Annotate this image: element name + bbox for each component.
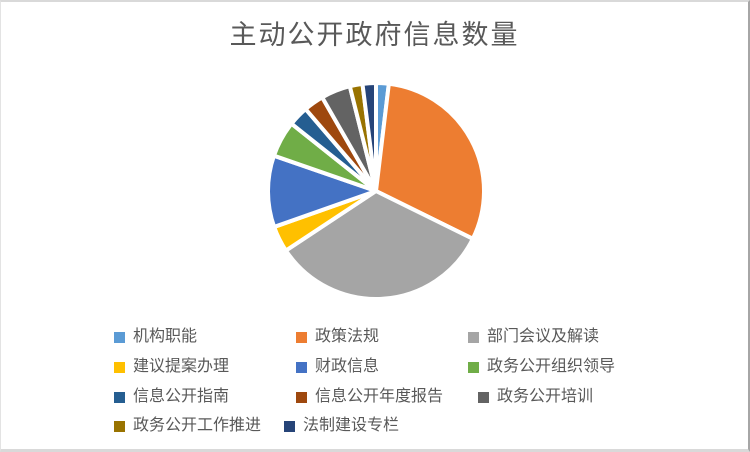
legend-item-1: 政策法规	[296, 326, 379, 348]
legend-swatch-icon	[468, 331, 479, 343]
pie-slice-2	[283, 189, 475, 301]
legend-swatch-icon	[114, 331, 125, 343]
legend-label: 政务公开培训	[497, 388, 594, 405]
chart-title: 主动公开政府信息数量	[229, 20, 520, 50]
legend-item-0: 机构职能	[114, 326, 197, 348]
legend-item-2: 部门会议及解读	[468, 326, 599, 348]
legend-label: 政务公开工作推进	[133, 417, 262, 434]
legend-label: 财政信息	[315, 358, 380, 375]
legend-label: 信息公开年度报告	[315, 388, 444, 405]
legend-swatch-icon	[114, 391, 125, 403]
legend-item-4: 财政信息	[296, 356, 379, 378]
legend-item-8: 政务公开培训	[478, 386, 593, 408]
legend-item-3: 建议提案办理	[114, 356, 229, 378]
legend-item-7: 信息公开年度报告	[296, 386, 443, 408]
legend-label: 政策法规	[315, 328, 380, 345]
legend-label: 部门会议及解读	[487, 328, 600, 345]
legend-swatch-icon	[296, 361, 307, 373]
legend-label: 法制建设专栏	[303, 417, 400, 434]
pie-slice-10	[360, 81, 378, 193]
legend-label: 建议提案办理	[133, 358, 230, 375]
pie-slice-1	[374, 81, 486, 241]
legend-swatch-icon	[296, 331, 307, 343]
legend-swatch-icon	[478, 391, 489, 403]
legend-label: 政务公开组织领导	[487, 358, 616, 375]
legend-swatch-icon	[468, 361, 479, 373]
legend-swatch-icon	[114, 361, 125, 373]
legend-item-9: 政务公开工作推进	[114, 415, 261, 437]
legend-swatch-icon	[284, 420, 295, 432]
legend-item-10: 法制建设专栏	[284, 415, 399, 437]
legend-swatch-icon	[296, 391, 307, 403]
legend-item-5: 政务公开组织领导	[468, 356, 615, 378]
legend-label: 信息公开指南	[133, 388, 230, 405]
legend-swatch-icon	[114, 420, 125, 432]
legend-item-6: 信息公开指南	[114, 386, 229, 408]
legend-label: 机构职能	[133, 328, 198, 345]
